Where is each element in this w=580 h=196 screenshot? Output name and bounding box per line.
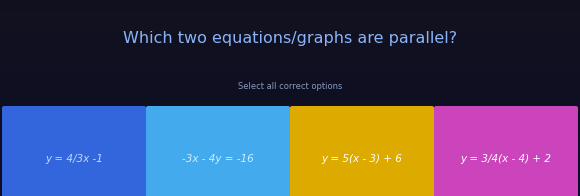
FancyBboxPatch shape [146,106,290,196]
Text: y = 5(x - 3) + 6: y = 5(x - 3) + 6 [321,154,403,164]
Text: Which two equations/graphs are parallel?: Which two equations/graphs are parallel? [123,31,457,45]
Text: y = 4/3x -1: y = 4/3x -1 [45,154,103,164]
Text: -3x - 4y = -16: -3x - 4y = -16 [182,154,254,164]
FancyBboxPatch shape [2,106,146,196]
FancyBboxPatch shape [434,106,578,196]
FancyBboxPatch shape [290,106,434,196]
Text: Select all correct options: Select all correct options [238,82,342,91]
Text: y = 3/4(x - 4) + 2: y = 3/4(x - 4) + 2 [461,154,552,164]
